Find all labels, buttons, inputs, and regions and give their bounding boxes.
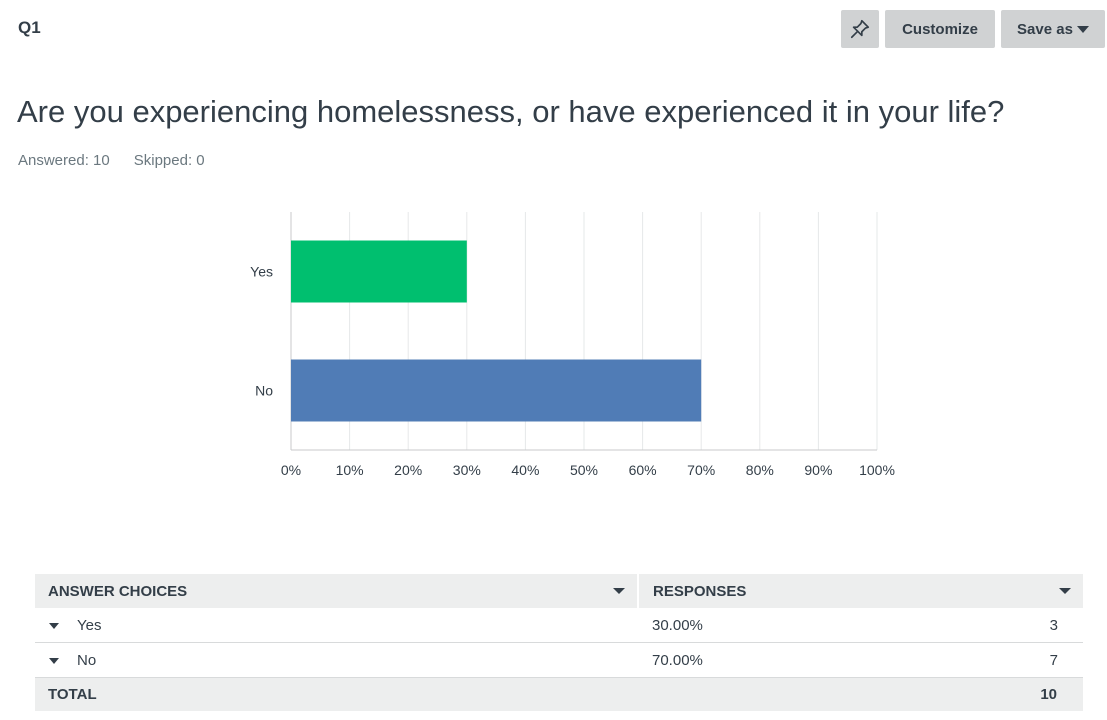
- table-total-row: TOTAL 10: [35, 678, 1083, 711]
- sort-caret-icon[interactable]: [1059, 588, 1071, 594]
- pin-button[interactable]: [841, 10, 879, 48]
- tick-label: 10%: [336, 462, 364, 478]
- tick-label: 50%: [570, 462, 598, 478]
- column-header-label: ANSWER CHOICES: [48, 582, 188, 600]
- table-row: No 70.00% 7: [35, 643, 1083, 678]
- table-row: Yes 30.00% 3: [35, 608, 1083, 643]
- column-header-label: RESPONSES: [653, 582, 747, 600]
- column-header-answer-choices[interactable]: ANSWER CHOICES: [35, 574, 637, 608]
- tick-label: 60%: [629, 462, 657, 478]
- response-count: 3: [1049, 616, 1058, 634]
- tick-label: 70%: [687, 462, 715, 478]
- tick-label: 40%: [511, 462, 539, 478]
- chart-grid: [290, 212, 878, 451]
- response-percent: 30.00%: [652, 616, 703, 634]
- response-percent: 70.00%: [652, 651, 703, 669]
- response-stats: Answered: 10 Skipped: 0: [18, 152, 205, 169]
- save-as-button[interactable]: Save as: [1001, 10, 1105, 48]
- answer-choice: Yes: [77, 616, 102, 634]
- responses-table: ANSWER CHOICES RESPONSES Yes 30.00% 3 No…: [35, 574, 1083, 711]
- expand-caret-icon[interactable]: [49, 623, 59, 629]
- bar-yes: [291, 240, 467, 303]
- chart-tick-labels: 0% 10% 20% 30% 40% 50% 60% 70% 80% 90% 100%: [281, 462, 895, 478]
- column-header-responses[interactable]: RESPONSES: [639, 574, 1083, 608]
- tick-label: 90%: [804, 462, 832, 478]
- tick-label: 0%: [281, 462, 301, 478]
- tick-label: 80%: [746, 462, 774, 478]
- chart-category-labels: Yes No: [250, 264, 273, 399]
- tick-label: 100%: [859, 462, 895, 478]
- table-header: ANSWER CHOICES RESPONSES: [35, 574, 1083, 608]
- chart-bars: [291, 240, 702, 422]
- response-count: 7: [1049, 651, 1058, 669]
- answered-count: Answered: 10: [18, 152, 110, 169]
- bar-no: [291, 359, 702, 422]
- sort-caret-icon[interactable]: [613, 588, 625, 594]
- question-number: Q1: [18, 18, 41, 37]
- category-label: Yes: [250, 264, 273, 280]
- customize-button[interactable]: Customize: [885, 10, 995, 48]
- total-label: TOTAL: [48, 686, 97, 703]
- pin-icon: [850, 19, 870, 39]
- tick-label: 20%: [394, 462, 422, 478]
- toolbar: Customize Save as: [841, 10, 1105, 48]
- tick-label: 30%: [453, 462, 481, 478]
- answer-choice: No: [77, 651, 97, 669]
- expand-caret-icon[interactable]: [49, 658, 59, 664]
- chevron-down-icon: [1076, 25, 1089, 33]
- skipped-count: Skipped: 0: [133, 152, 205, 169]
- save-as-label: Save as: [1017, 20, 1073, 38]
- total-value: 10: [1040, 686, 1057, 703]
- category-label: No: [255, 383, 273, 399]
- question-title: Are you experiencing homelessness, or ha…: [17, 94, 1005, 129]
